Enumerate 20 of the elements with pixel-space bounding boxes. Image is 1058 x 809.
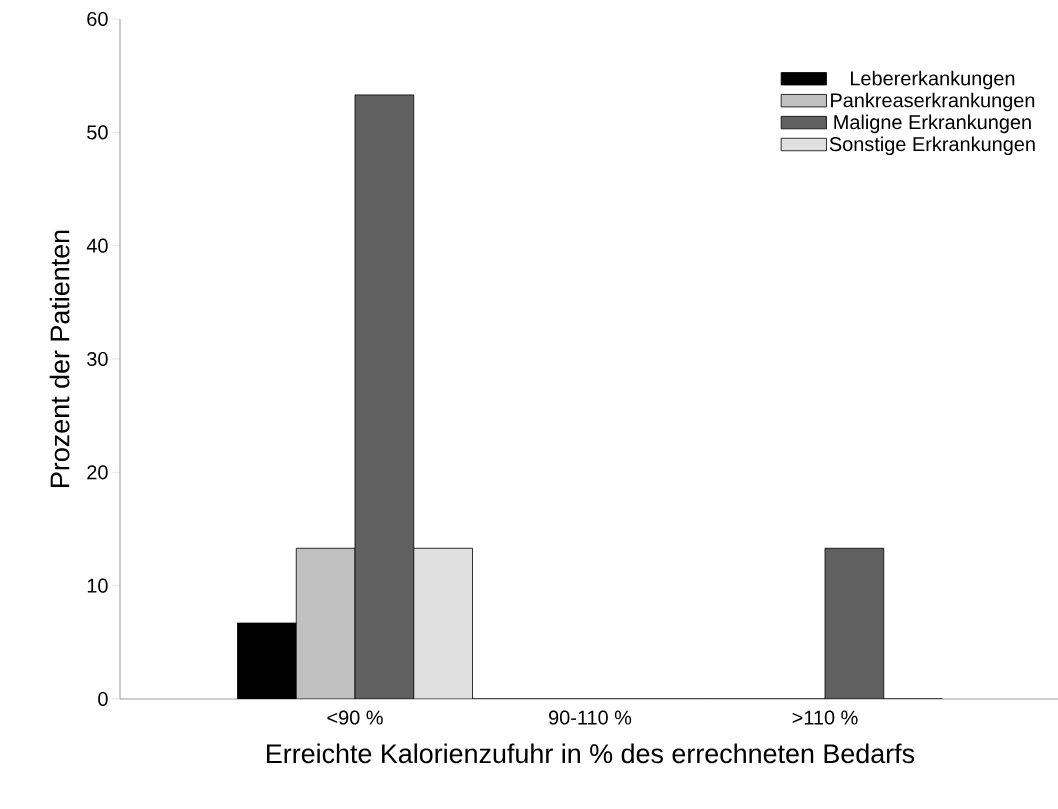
x-tick-label: >110 % [792,710,858,725]
bar [354,94,415,699]
y-axis-title: Prozent der Patienten [49,230,70,487]
y-tick-label: 50 [87,125,108,140]
bar [824,547,885,699]
y-tick-label: 30 [87,351,108,367]
y-tick-label: 20 [87,465,108,480]
bar [295,547,356,699]
x-axis-title: Erreichte Kalorienzufuhr in % des errechneten Bedarfs [267,743,915,764]
bar [413,547,473,699]
legend-label: Lebererkankungen [851,70,1015,90]
legend-label: Pankreaserkrankungen [831,92,1035,112]
x-tick-label: <90 % [327,710,383,725]
y-tick-label: 60 [87,11,108,27]
legend-label: Maligne Erkrankungen [834,114,1031,134]
x-tick-label: 90-110 % [549,710,632,725]
legend-label: Sonstige Erkrankungen [829,136,1035,156]
y-tick-label: 40 [86,238,108,253]
y-tick-label: 10 [87,578,108,593]
y-tick-label: 0 [98,691,108,707]
